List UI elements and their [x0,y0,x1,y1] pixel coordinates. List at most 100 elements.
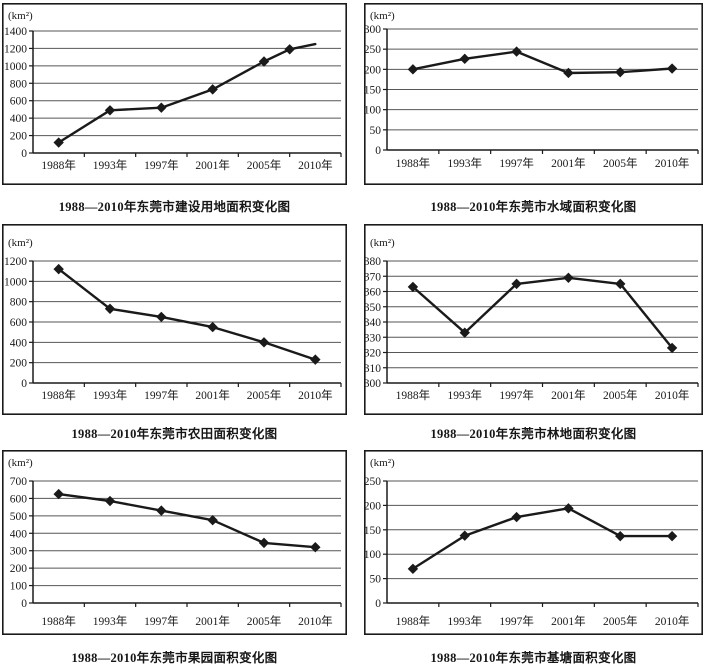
data-point-marker [156,505,167,516]
data-line [411,276,674,350]
data-line [57,492,317,549]
construction-land-chart-cell: 0 200 400 600 800 1000 1200 1400 1988年 1993年 1997年… [2,3,347,215]
y-axis-label: 100 [10,581,28,593]
y-axis-label: 400 [10,528,28,540]
data-point-marker [666,63,678,74]
y-axis-label: 1400 [4,26,27,38]
data-point-marker [407,281,419,293]
data-line [57,267,317,361]
y-axis-label: 400 [10,337,28,349]
y-axis-label: 300 [10,546,28,558]
data-line [57,42,317,144]
y-axis-label: 340 [364,317,381,329]
x-axis-label: 2010年 [655,614,690,628]
data-point-marker [459,530,470,541]
chart-title: 1988—2010年东莞市基塘面积变化图 [430,651,637,665]
y-axis-label: 1200 [4,256,27,268]
x-axis-label: 1997年 [499,388,534,402]
data-point-marker [615,530,626,542]
y-axis-label: 0 [375,145,381,157]
y-axis-label: 600 [10,317,28,329]
plot-frame-border [2,224,347,415]
y-axis-label: 0 [21,378,27,390]
data-point-marker [258,56,270,67]
y-axis-label: 150 [364,85,381,97]
forest-land-plot: 300 310 320 330 340 350 360 370 380 1988年 1993年 199… [364,224,703,415]
x-axis-label: 2001年 [195,158,230,172]
y-axis-label: 200 [10,131,28,143]
data-point-marker [53,488,64,500]
unit-label: (km²) [370,10,395,22]
data-point-marker [666,530,678,542]
chart-title: 1988—2010年东莞市果园面积变化图 [71,651,278,665]
x-axis-label: 2001年 [551,614,586,628]
y-axis-label: 1000 [4,61,27,73]
x-axis-label: 2005年 [603,156,638,170]
x-axis-label: 2005年 [247,388,282,402]
x-axis-label: 1988年 [41,158,76,172]
x-axis-label: 2001年 [551,156,586,170]
y-axis-label: 200 [364,500,381,512]
data-point-marker [407,64,419,75]
orchard-plot: 0 100 200 300 400 500 600 700 1988年 1993年 1997年 200… [2,450,347,635]
data-point-marker [511,46,522,57]
data-point-marker [156,102,167,113]
y-axis-label: 100 [364,105,381,117]
water-area-chart-cell: 0 50 100 150 200 250 300 1988年 1993年 1997年 2001年 20… [364,3,703,215]
y-axis-label: 800 [10,297,28,309]
farmland-chart-cell: 0 200 400 600 800 1000 1200 1988年 1993年 1997年 2001… [2,224,347,442]
y-axis-label: 500 [10,511,28,523]
y-axis-label: 600 [10,493,28,505]
y-axis-label: 0 [375,598,381,610]
y-axis-label: 100 [364,549,381,561]
x-axis-label: 1988年 [41,614,76,628]
data-point-marker [104,303,116,314]
x-axis-label: 1993年 [448,156,483,170]
x-axis-label: 2010年 [655,156,690,170]
chart-title: 1988—2010年东莞市建设用地面积变化图 [58,200,291,214]
unit-label: (km²) [8,457,33,469]
x-axis-label: 1993年 [93,158,128,172]
unit-label: (km²) [370,237,395,249]
y-axis-label: 200 [364,64,381,76]
y-axis-label: 700 [10,476,28,488]
x-axis-label: 1993年 [93,388,128,402]
y-axis-label: 600 [10,96,28,108]
y-axis-label: 380 [364,256,381,268]
x-axis-label: 1993年 [448,614,483,628]
y-axis-label: 150 [364,525,381,537]
x-axis-label: 1993年 [93,614,128,628]
unit-label: (km²) [370,457,395,469]
x-axis-label: 2001年 [195,614,230,628]
y-axis-label: 50 [370,125,382,137]
construction-land-plot: 0 200 400 600 800 1000 1200 1400 1988年 1993年 1997年… [2,3,347,185]
plot-frame-border [364,3,703,185]
plot-frame-border [364,224,703,415]
unit-label: (km²) [8,237,33,249]
x-axis-label: 1988年 [396,388,431,402]
y-axis-label: 360 [364,287,381,299]
y-axis-label: 200 [10,358,28,370]
dike-pond-chart-cell: 0 50 100 150 200 250 1988年 1993年 1997年 2001年 2005年… [364,450,703,665]
data-point-marker [258,337,270,348]
unit-label: (km²) [8,10,33,22]
x-axis-label: 2010年 [298,388,333,402]
water-area-plot: 0 50 100 150 200 250 300 1988年 1993年 1997年 2001年 20… [364,3,703,185]
y-axis-label: 330 [364,332,381,344]
data-point-marker [459,53,470,65]
data-point-marker [284,44,295,55]
x-axis-label: 1997年 [144,614,179,628]
data-point-marker [156,311,167,323]
chart-title: 1988—2010年东莞市林地面积变化图 [430,427,637,441]
y-axis-label: 0 [21,148,27,160]
data-point-marker [310,354,321,365]
x-axis-label: 1997年 [144,388,179,402]
x-axis-label: 2010年 [298,158,333,172]
data-point-marker [258,537,270,549]
data-point-marker [104,495,116,507]
data-point-marker [53,137,64,148]
y-axis-label: 310 [364,363,381,375]
data-line [411,50,674,75]
y-axis-label: 0 [21,598,27,610]
